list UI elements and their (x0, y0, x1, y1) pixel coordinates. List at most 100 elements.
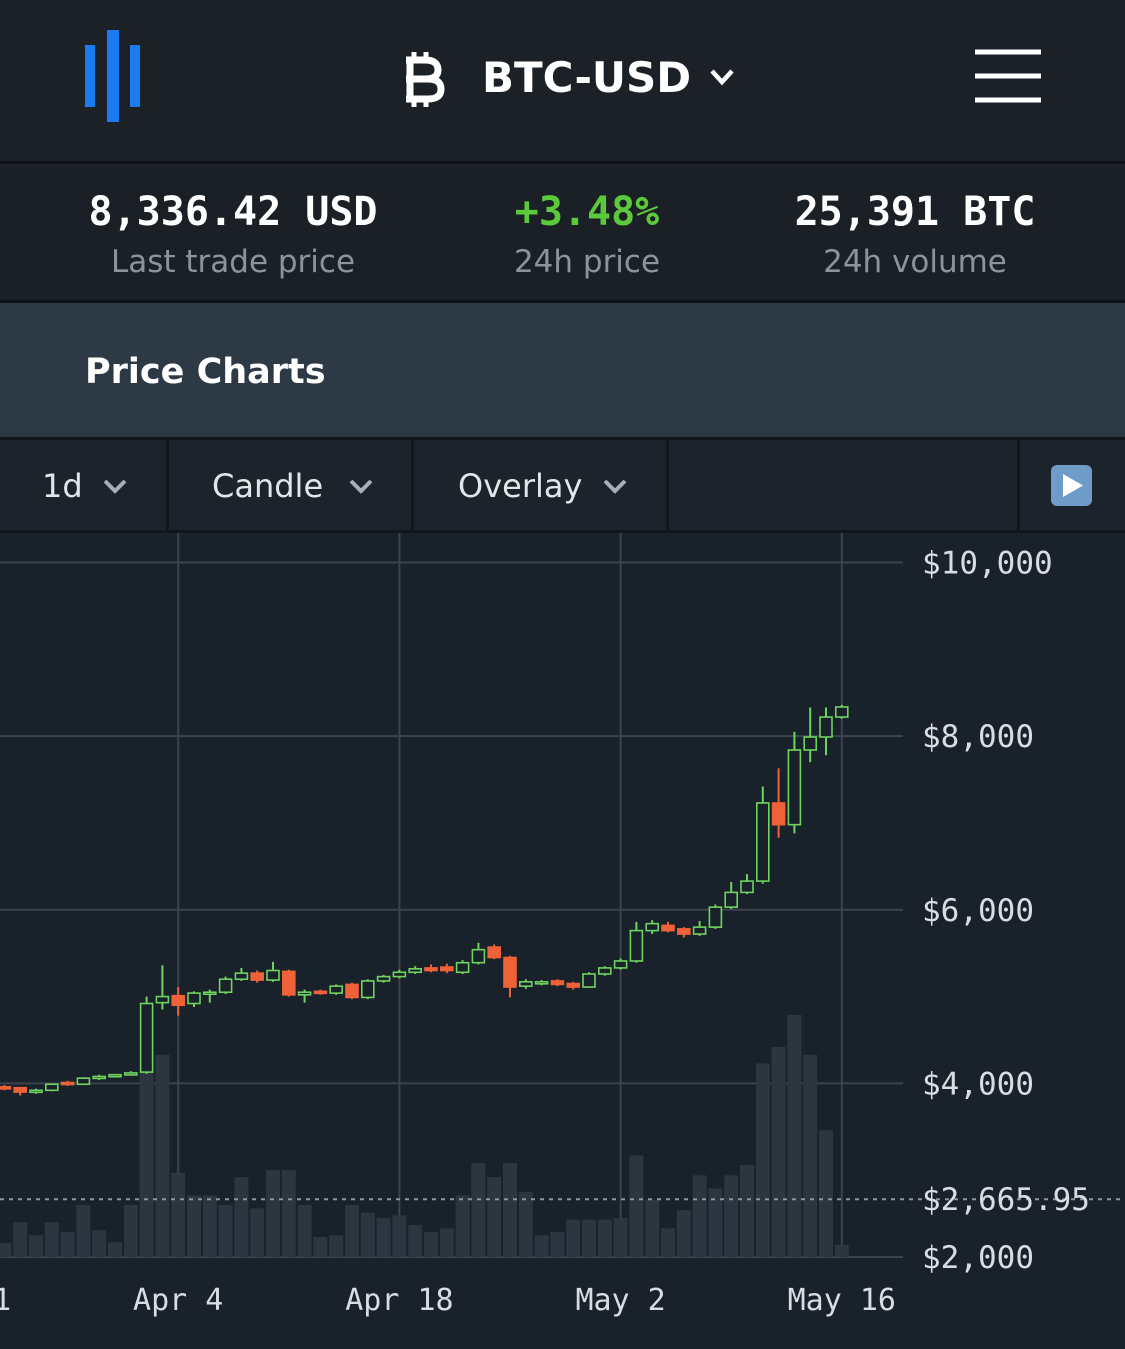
candle-body (408, 967, 423, 974)
candle-body (629, 929, 644, 962)
candle-body (439, 966, 454, 972)
stat-value: 25,391 BTC (795, 189, 1036, 235)
interval-dropdown[interactable]: 1d (42, 467, 83, 505)
volume-bar (613, 1217, 628, 1257)
y-tick-label: $2,000 (922, 1240, 1034, 1276)
logo-bar (130, 45, 140, 107)
volume-bar (629, 1155, 644, 1257)
volume-bar (582, 1219, 596, 1257)
candle-body (392, 971, 407, 978)
candle-body (218, 978, 233, 994)
candle-body (455, 961, 470, 974)
candle-body (313, 990, 328, 995)
candle-body (692, 926, 707, 935)
dropdown-chevron[interactable] (603, 479, 627, 494)
volume-bar (424, 1231, 438, 1257)
menu-button[interactable] (975, 49, 1041, 103)
volume-bar (708, 1188, 723, 1257)
candle-body (724, 891, 739, 908)
candle-body (534, 981, 549, 985)
candle-body (171, 994, 185, 1007)
reference-label: $2,665.95 (922, 1182, 1090, 1218)
candle-body (819, 716, 833, 738)
toolbar-divider (666, 440, 669, 530)
volume-bar (13, 1222, 28, 1257)
dropdown-chevron[interactable] (103, 479, 127, 494)
candle-body (834, 706, 849, 718)
volume-bar (155, 1054, 170, 1257)
volume-bar (487, 1177, 502, 1257)
candle-body (803, 736, 818, 751)
y-tick-label: $4,000 (922, 1066, 1034, 1102)
volume-bar (29, 1235, 43, 1257)
candle-body (76, 1077, 91, 1086)
x-tick-label: Apr 4 (133, 1283, 223, 1318)
volume-bar (550, 1231, 565, 1257)
candle-body (281, 970, 296, 996)
candle-body (471, 948, 486, 964)
candle-body (550, 980, 565, 986)
volume-bar (676, 1210, 691, 1257)
divider (0, 161, 1125, 164)
y-tick-label: $10,000 (922, 546, 1053, 582)
candle-body (345, 983, 359, 999)
btc-icon (406, 52, 445, 107)
candle-body (13, 1086, 27, 1093)
logo-bar (85, 45, 95, 107)
play-button[interactable] (1051, 465, 1092, 506)
section-bg (0, 303, 1125, 437)
volume-bar (661, 1228, 675, 1257)
x-tick-label: Mar 21 (0, 1283, 11, 1318)
volume-bar (439, 1228, 454, 1257)
candle-body (60, 1081, 75, 1086)
volume-bar (313, 1237, 328, 1257)
candle-body (29, 1089, 43, 1094)
volume-bar (724, 1175, 739, 1257)
overlay-dropdown[interactable]: Overlay (458, 467, 582, 505)
header-bg (0, 0, 1125, 161)
volume-bar (187, 1195, 201, 1257)
pair-chevron[interactable] (710, 69, 734, 86)
stats-bg (0, 164, 1125, 300)
pair-title[interactable]: BTC-USD (482, 53, 691, 102)
chart-type-dropdown[interactable]: Candle (212, 467, 323, 505)
divider (0, 530, 1125, 533)
volume-bar (566, 1219, 581, 1257)
volume-bar (92, 1230, 107, 1257)
volume-bar (503, 1163, 517, 1257)
volume-bar (597, 1219, 612, 1257)
btc-glyph (406, 56, 445, 103)
volume-bar (329, 1235, 344, 1257)
volume-bar (408, 1224, 423, 1257)
stat-label: 24h price (514, 244, 660, 280)
candle-body (0, 1086, 12, 1090)
volume-bar (518, 1191, 533, 1257)
volume-bar (392, 1215, 407, 1257)
volume-bar (297, 1204, 312, 1257)
volume-bar (234, 1177, 249, 1257)
volume-bar (787, 1014, 802, 1257)
candle-body (92, 1075, 106, 1080)
x-tick-label: May 2 (575, 1283, 665, 1318)
stat-value: +3.48% (515, 189, 660, 235)
dropdown-chevron[interactable] (349, 479, 373, 494)
candle-body (139, 1002, 154, 1073)
volume-bar (376, 1217, 391, 1257)
volume-bar (692, 1175, 707, 1257)
candle-body (124, 1072, 138, 1076)
divider (0, 437, 1125, 440)
volume-bar (44, 1222, 59, 1257)
logo[interactable] (85, 30, 140, 122)
candle-body (234, 972, 249, 981)
volume-bar (740, 1164, 754, 1257)
toolbar-bg (0, 440, 1125, 530)
candle-body (771, 802, 786, 826)
candle-body (203, 991, 217, 996)
volume-bar (345, 1204, 359, 1257)
candle-body (155, 995, 170, 1004)
candle-body (360, 980, 375, 999)
volume-bar (218, 1204, 233, 1257)
volume-bar (645, 1199, 660, 1257)
volume-bar (360, 1212, 375, 1257)
